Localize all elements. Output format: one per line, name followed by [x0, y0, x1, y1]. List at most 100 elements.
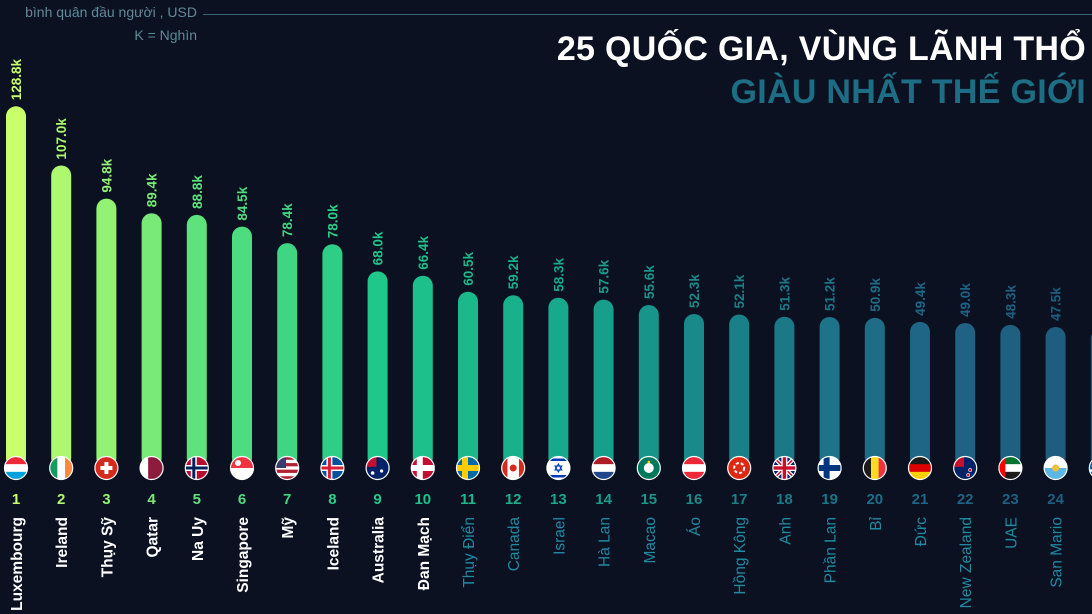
flag-dk-icon: [410, 455, 435, 481]
flag-no-icon: [184, 455, 209, 481]
bar-22: [955, 322, 976, 468]
value-label-9: 68.0k: [371, 231, 386, 265]
bar-11: [458, 291, 478, 468]
flag-de-icon: [907, 455, 933, 481]
value-label-24: 47.5k: [1049, 287, 1064, 321]
bar-1: [6, 106, 26, 469]
bar-10: [412, 275, 433, 468]
unit-note: K = Nghìn: [134, 27, 197, 43]
category-label-3: Thụy Sỹ: [99, 517, 116, 578]
value-label-10: 66.4k: [416, 235, 431, 269]
value-label-7: 78.4k: [280, 203, 295, 237]
flag-ie-icon: [49, 455, 74, 481]
value-label-18: 51.3k: [777, 276, 792, 310]
category-label-12: Canada: [506, 517, 523, 572]
category-label-1: Luxembourg: [9, 517, 26, 611]
flag-mo-icon: [636, 455, 661, 481]
category-label-19: Phần Lan: [823, 517, 840, 583]
value-label-20: 50.9k: [868, 278, 883, 312]
rank-label-19: 19: [821, 491, 838, 508]
category-label-6: Singapore: [235, 517, 252, 593]
flag-sm-icon: [1043, 455, 1068, 481]
rank-label-4: 4: [147, 491, 156, 508]
rank-label-24: 24: [1047, 491, 1064, 508]
rank-label-21: 21: [912, 491, 929, 508]
category-label-24: San Mario: [1049, 517, 1066, 588]
category-label-2: Ireland: [54, 517, 71, 568]
rank-label-8: 8: [328, 491, 336, 508]
value-label-21: 49.4k: [913, 282, 928, 316]
category-label-9: Australia: [371, 517, 388, 584]
rank-label-7: 7: [283, 491, 291, 508]
bar-20: [864, 317, 885, 468]
bar-16: [684, 314, 704, 468]
bar-5: [186, 214, 207, 468]
flag-fi-icon: [817, 455, 842, 481]
bar-13: [548, 297, 569, 468]
flag-be-icon: [862, 455, 887, 481]
rank-label-22: 22: [957, 491, 974, 508]
flag-ch-icon: [94, 455, 119, 481]
category-label-11: Thụy Điển: [461, 517, 478, 588]
flag-nz-icon: [953, 455, 978, 481]
flag-il-icon: [546, 455, 571, 481]
bar-17: [729, 314, 750, 468]
rank-label-20: 20: [866, 491, 883, 508]
category-label-7: Mỹ: [280, 517, 297, 539]
bar-19: [819, 316, 840, 468]
rank-label-5: 5: [193, 491, 201, 508]
value-label-23: 48.3k: [1003, 285, 1018, 319]
bar-4: [141, 213, 162, 468]
bar-18: [774, 316, 795, 468]
rank-label-9: 9: [373, 491, 381, 508]
value-label-11: 60.5k: [461, 251, 476, 285]
category-label-23: UAE: [1003, 517, 1020, 549]
category-label-17: Hồng Kông: [732, 517, 749, 595]
bar-14: [593, 299, 614, 468]
flag-nl-icon: [591, 455, 616, 481]
value-label-3: 94.8k: [99, 158, 114, 192]
value-label-4: 89.4k: [145, 173, 160, 207]
bar-15: [638, 305, 659, 468]
category-label-20: Bỉ: [868, 516, 885, 530]
category-label-16: Áo: [687, 517, 704, 536]
chart-subtitle: GIÀU NHẤT THẾ GIỚI: [730, 73, 1086, 111]
flag-au-icon: [365, 455, 390, 481]
value-label-8: 78.0k: [325, 204, 340, 238]
bar-21: [910, 321, 930, 468]
category-label-8: Iceland: [325, 517, 342, 570]
category-label-21: Đức: [913, 517, 930, 547]
category-label-15: Macao: [642, 517, 659, 564]
rank-label-11: 11: [460, 491, 476, 508]
value-label-19: 51.2k: [823, 277, 838, 311]
rank-label-15: 15: [640, 491, 657, 508]
category-label-4: Qatar: [145, 517, 162, 558]
rank-label-3: 3: [102, 491, 110, 508]
flag-sg-icon: [229, 455, 255, 481]
rank-label-2: 2: [57, 491, 65, 508]
value-label-13: 58.3k: [551, 257, 566, 291]
flag-lu-icon: [3, 455, 29, 481]
rank-label-14: 14: [595, 491, 612, 508]
flag-qa-icon: [139, 455, 164, 481]
rank-label-6: 6: [238, 491, 246, 508]
flag-us-icon: [275, 455, 300, 481]
rank-label-23: 23: [1002, 491, 1019, 508]
chart-title: 25 QUỐC GIA, VÙNG LÃNH THỔ: [556, 30, 1086, 68]
rank-label-16: 16: [686, 491, 703, 508]
bar-2: [51, 165, 72, 468]
bar-9: [367, 271, 388, 468]
category-label-14: Hà Lan: [597, 517, 614, 567]
flag-at-icon: [681, 455, 707, 481]
flag-gb-icon: [772, 455, 797, 481]
rank-label-1: 1: [12, 491, 20, 508]
bar-8: [322, 244, 343, 468]
value-label-5: 88.8k: [190, 175, 205, 209]
bar-7: [277, 243, 298, 468]
rank-label-10: 10: [414, 491, 431, 508]
category-label-18: Anh: [777, 517, 794, 545]
top-rule: [203, 14, 1092, 15]
bar-24: [1045, 327, 1066, 468]
